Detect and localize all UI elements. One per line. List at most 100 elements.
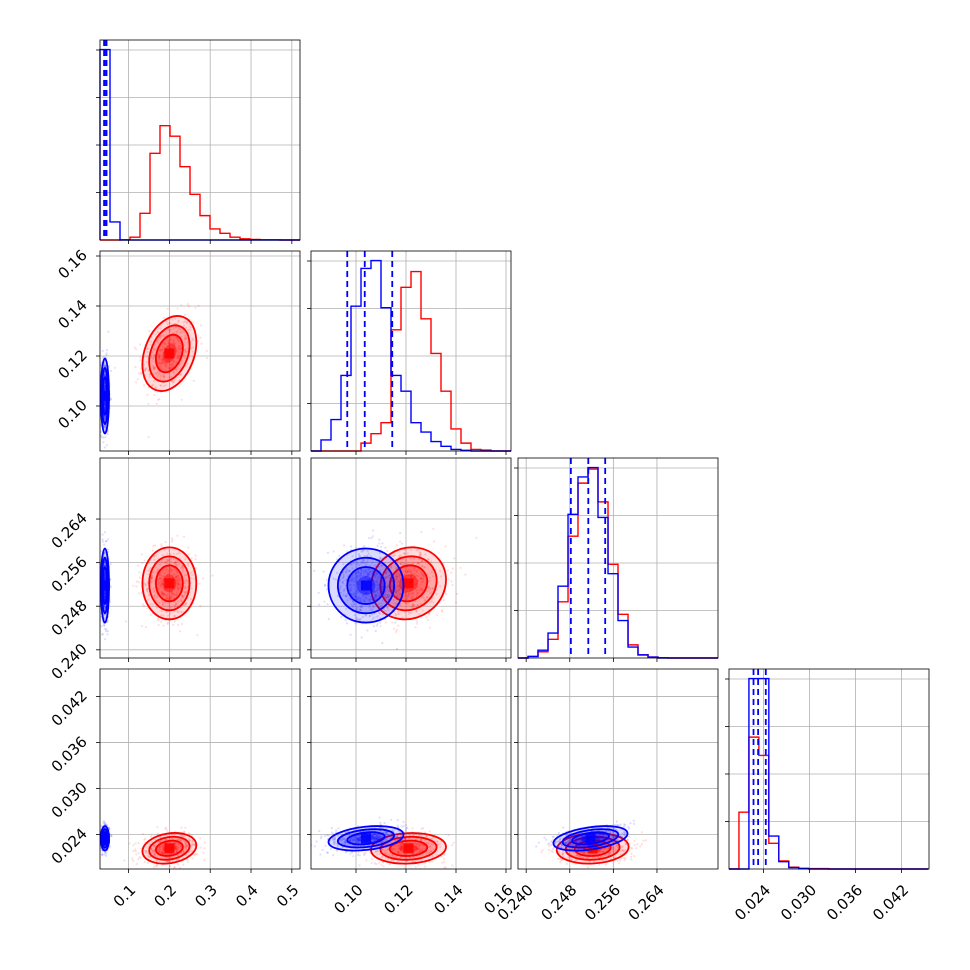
scatter-point xyxy=(169,343,172,346)
scatter-point xyxy=(166,621,170,625)
scatter-point xyxy=(103,594,106,597)
scatter-point xyxy=(163,361,166,364)
scatter-point xyxy=(339,579,342,582)
scatter-point xyxy=(422,827,425,830)
scatter-point xyxy=(421,595,424,599)
scatter-point xyxy=(326,851,329,855)
scatter-point xyxy=(384,849,387,852)
scatter-point xyxy=(162,848,165,851)
scatter-point xyxy=(414,583,417,586)
scatter-point xyxy=(411,592,414,595)
scatter-point xyxy=(104,403,107,406)
scatter-point xyxy=(150,577,153,580)
scatter-point xyxy=(366,550,369,553)
scatter-point xyxy=(403,574,406,577)
scatter-point xyxy=(102,624,105,627)
scatter-point xyxy=(177,587,180,590)
scatter-point xyxy=(386,576,389,579)
scatter-point xyxy=(159,585,162,588)
scatter-point xyxy=(373,597,377,600)
scatter-point xyxy=(337,845,340,848)
scatter-point xyxy=(385,571,388,575)
scatter-point xyxy=(385,837,388,840)
scatter-point xyxy=(109,398,112,401)
scatter-point xyxy=(421,573,424,576)
scatter-point xyxy=(404,591,407,594)
scatter-point xyxy=(350,603,353,606)
scatter-point xyxy=(384,571,387,574)
scatter-point xyxy=(137,372,140,375)
scatter-point xyxy=(104,851,107,854)
scatter-point xyxy=(387,858,390,861)
scatter-point xyxy=(153,354,156,357)
scatter-point xyxy=(391,834,394,837)
scatter-point xyxy=(390,818,393,821)
scatter-point xyxy=(402,597,405,600)
scatter-point xyxy=(162,373,165,376)
scatter-point xyxy=(428,576,431,579)
scatter-point xyxy=(158,353,161,356)
scatter-point xyxy=(182,850,185,853)
scatter-point xyxy=(175,858,178,862)
scatter-point xyxy=(425,851,428,854)
scatter-point xyxy=(385,851,389,854)
scatter-point xyxy=(355,579,358,582)
scatter-point xyxy=(362,592,365,596)
scatter-point xyxy=(199,837,202,840)
scatter-point xyxy=(162,584,165,587)
scatter-point xyxy=(332,550,335,553)
scatter-point xyxy=(155,865,159,868)
scatter-point xyxy=(399,540,402,543)
scatter-point xyxy=(159,366,162,370)
scatter-point xyxy=(174,603,178,606)
scatter-point xyxy=(147,598,150,601)
scatter-point xyxy=(420,571,423,574)
scatter-point xyxy=(398,846,401,849)
scatter-point xyxy=(359,597,363,600)
scatter-point xyxy=(176,337,179,340)
scatter-point xyxy=(145,850,148,853)
scatter-point xyxy=(187,832,190,835)
scatter-point xyxy=(152,545,155,548)
scatter-point xyxy=(174,562,177,565)
scatter-point xyxy=(351,838,355,842)
scatter-point xyxy=(192,346,195,349)
scatter-point xyxy=(144,368,147,371)
scatter-point xyxy=(184,334,187,337)
scatter-point xyxy=(344,595,347,598)
scatter-point xyxy=(375,581,378,584)
scatter-point xyxy=(426,851,429,854)
scatter-point xyxy=(101,349,104,352)
scatter-point xyxy=(377,836,380,839)
scatter-point xyxy=(159,335,162,338)
scatter-point xyxy=(381,585,384,588)
scatter-point xyxy=(173,614,176,618)
scatter-point xyxy=(415,838,418,841)
scatter-point xyxy=(358,608,361,611)
scatter-point xyxy=(326,551,330,555)
scatter-point xyxy=(406,589,409,592)
scatter-point xyxy=(137,858,140,861)
scatter-point xyxy=(329,847,332,851)
scatter-point xyxy=(179,578,182,581)
scatter-point xyxy=(155,859,158,863)
scatter-point xyxy=(386,585,389,589)
scatter-point xyxy=(172,331,175,334)
scatter-point xyxy=(404,570,407,573)
scatter-point xyxy=(319,853,322,856)
scatter-point xyxy=(385,849,388,852)
scatter-point xyxy=(388,574,391,577)
scatter-point xyxy=(182,535,186,539)
scatter-point xyxy=(103,415,106,418)
scatter-point xyxy=(104,822,107,825)
scatter-point xyxy=(166,322,169,326)
scatter-point xyxy=(398,593,401,596)
scatter-point xyxy=(156,578,159,582)
scatter-point xyxy=(184,840,187,843)
scatter-point xyxy=(374,590,377,594)
scatter-point xyxy=(398,592,401,595)
scatter-point xyxy=(406,576,409,579)
scatter-point xyxy=(179,351,182,354)
scatter-panel-1-0 xyxy=(96,250,301,455)
scatter-point xyxy=(164,589,167,592)
